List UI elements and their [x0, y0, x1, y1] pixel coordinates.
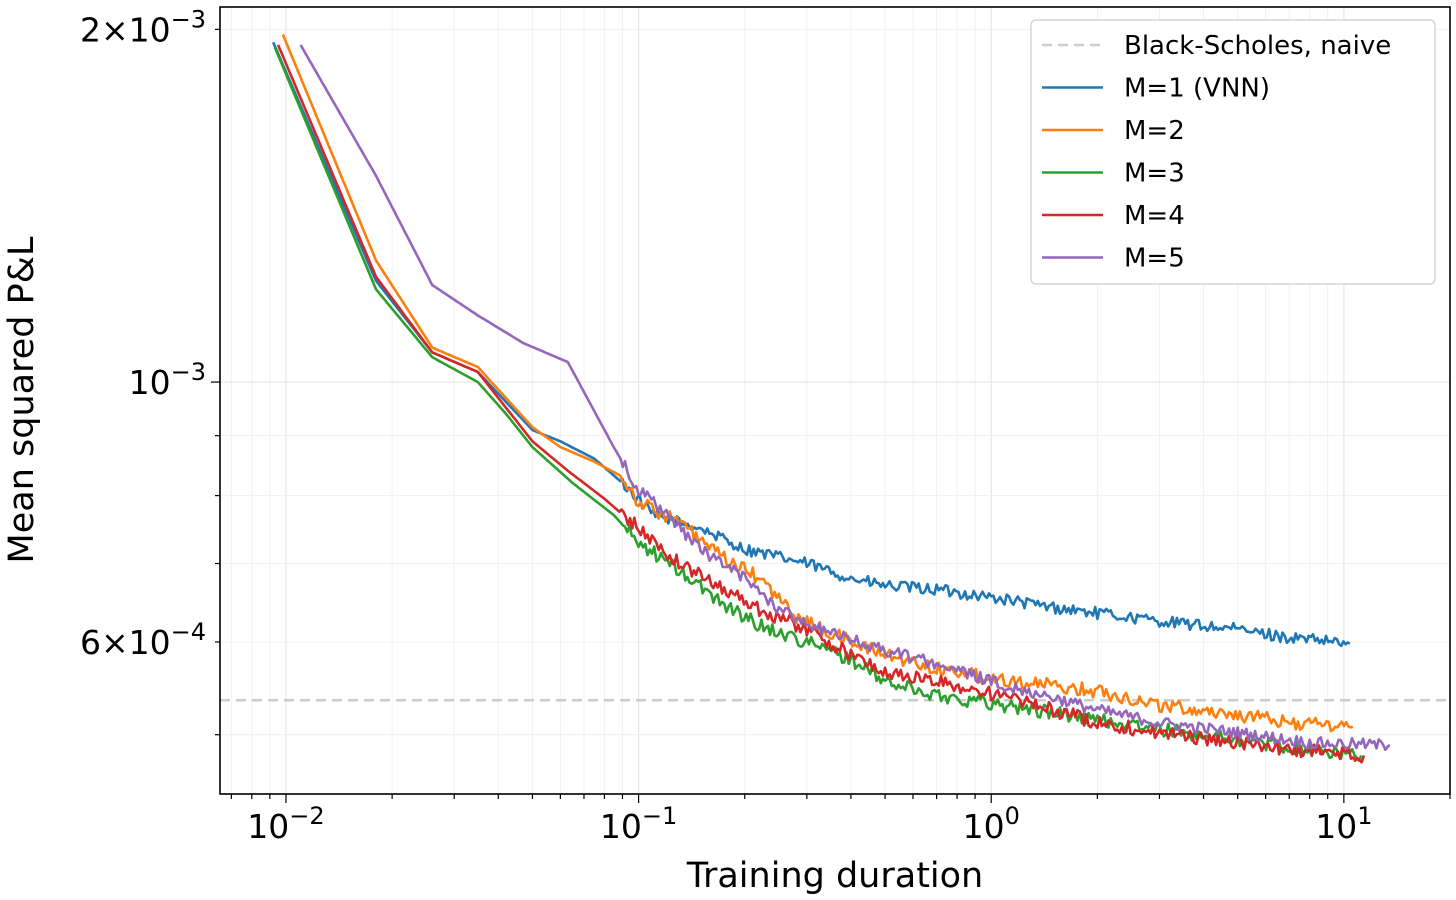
legend-label: M=4: [1124, 201, 1185, 231]
legend-label: Black-Scholes, naive: [1124, 31, 1391, 61]
x-tick-label: 10−2: [247, 802, 324, 846]
y-tick-prefix: 2×10: [80, 10, 171, 49]
x-axis-label: Training duration: [686, 856, 984, 896]
y-tick-exponent: −3: [171, 358, 206, 386]
y-tick-exponent: −3: [171, 5, 206, 33]
x-tick-label: 100: [963, 802, 1020, 846]
y-tick-label: 2×10−3: [80, 5, 206, 49]
x-tick-exponent: −2: [289, 802, 324, 830]
series-layer: [272, 34, 1391, 764]
x-tick-label: 101: [1315, 802, 1372, 846]
legend-box: [1030, 19, 1436, 285]
legend-label: M=1 (VNN): [1124, 74, 1270, 104]
series-line-m-5: [299, 44, 1391, 751]
grid: [220, 7, 1451, 794]
x-tick-exponent: 1: [1357, 802, 1372, 830]
y-tick-label: 10−3: [129, 358, 206, 402]
x-tick-base: 10: [1315, 807, 1357, 846]
legend: Black-Scholes, naive M=1 (VNN) M=2 M=3 M=4 M=…: [1030, 19, 1436, 285]
series-line-m-4: [276, 44, 1366, 764]
y-tick-prefix: 6×10: [80, 623, 171, 662]
x-tick-exponent: −1: [642, 802, 677, 830]
x-tick-base: 10: [963, 807, 1005, 846]
y-tick-label: 6×10−4: [80, 618, 206, 662]
plot-frame: [219, 6, 1451, 795]
x-tick-exponent: 0: [1005, 802, 1020, 830]
legend-label: M=3: [1124, 159, 1185, 189]
y-tick-exponent: −4: [171, 618, 206, 646]
y-tick-prefix: 10: [129, 363, 171, 402]
legend-label: M=5: [1124, 244, 1185, 274]
x-tick-label: 10−1: [600, 802, 677, 846]
legend-label: M=2: [1124, 116, 1185, 146]
x-tick-base: 10: [247, 807, 289, 846]
x-tick-base: 10: [600, 807, 642, 846]
y-axis-label: Mean squared P&L: [2, 236, 42, 563]
